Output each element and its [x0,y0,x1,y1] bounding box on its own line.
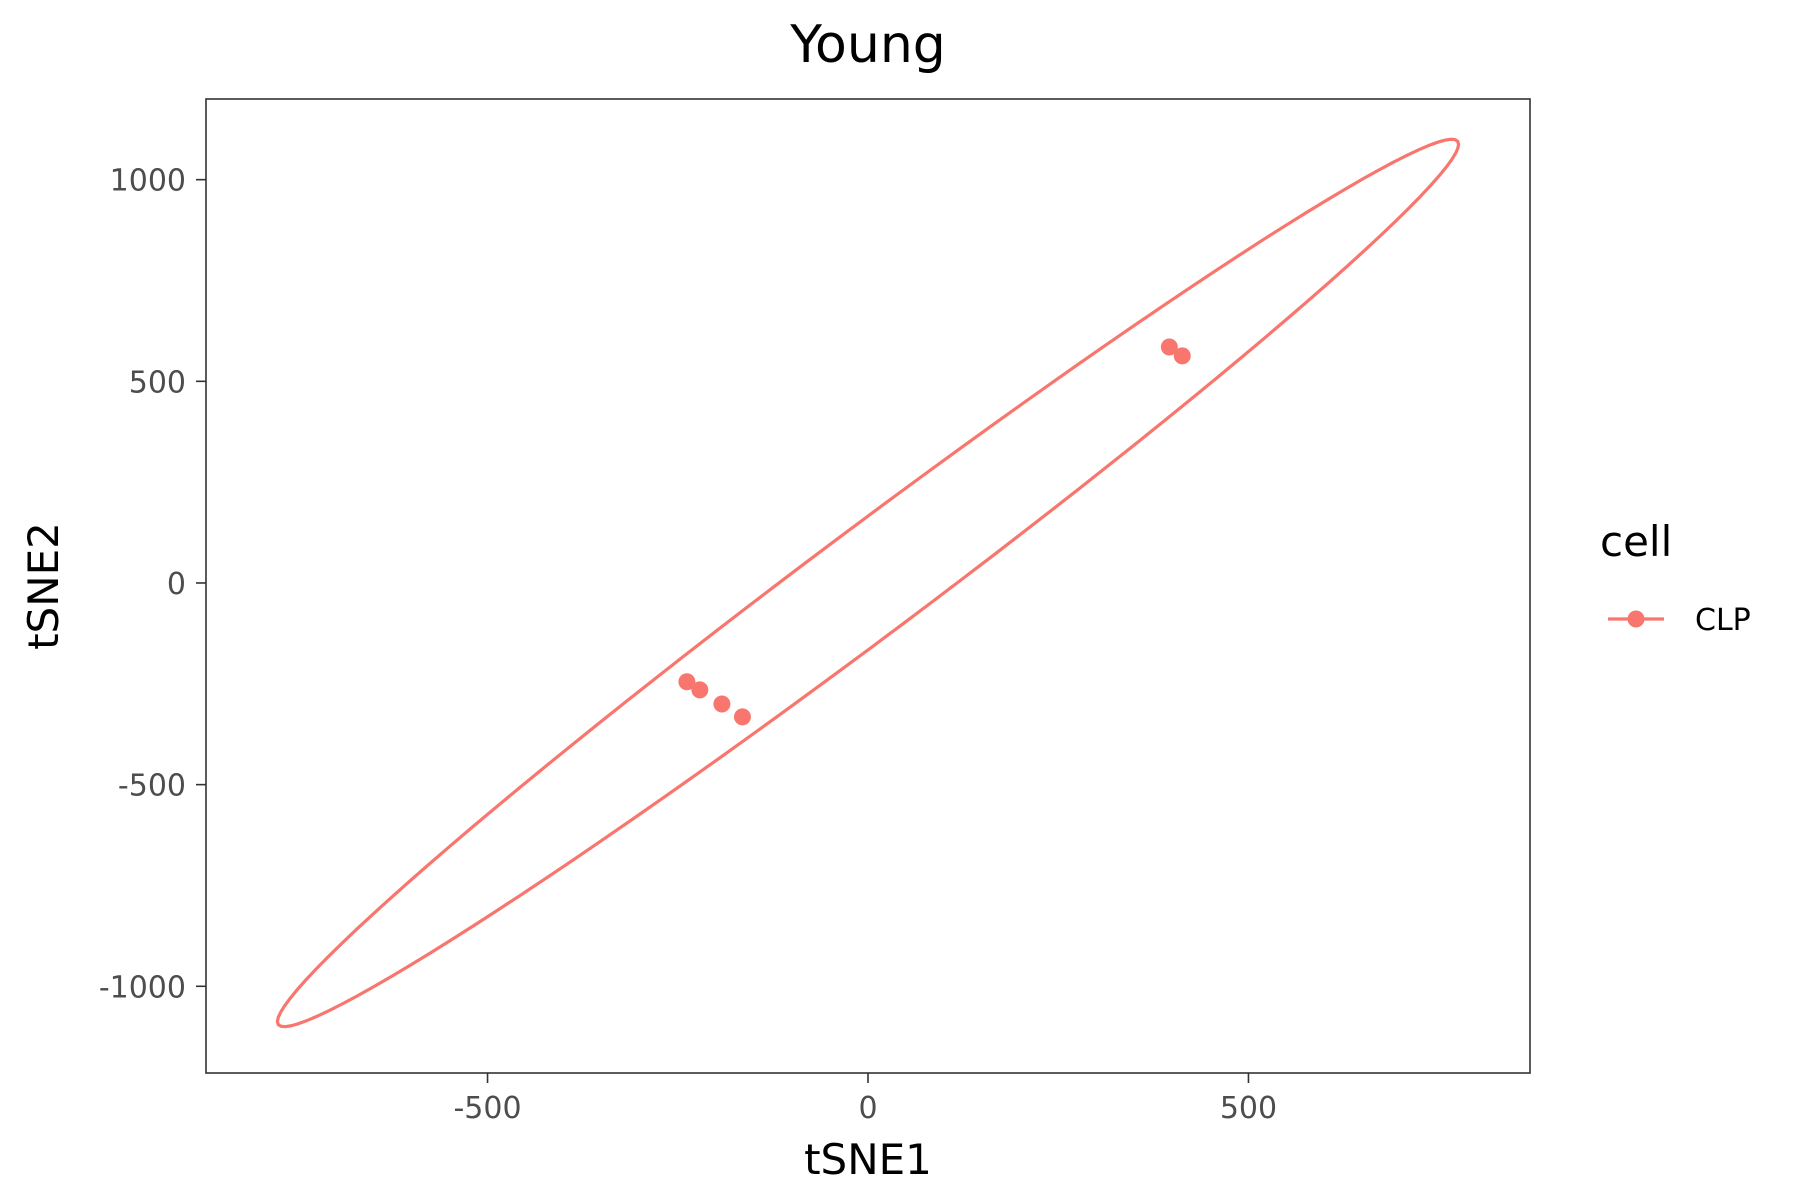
plot-area [275,137,1461,1029]
data-point-clp-6 [1173,347,1191,365]
data-point-clp-3 [713,695,731,713]
x-tick-label: 500 [1220,1091,1277,1126]
data-point-clp-2 [691,681,709,699]
data-point-clp-4 [733,708,751,726]
x-tick-label: 0 [858,1091,877,1126]
chart-title: Young [789,15,946,75]
x-tick-label: -500 [453,1091,521,1126]
legend-title: cell [1600,517,1672,566]
data-point-clp-1 [678,673,696,691]
y-tick-label: -1000 [99,970,186,1005]
y-tick-label: 0 [167,567,186,602]
plot-panel [205,98,1531,1074]
confidence-ellipse-clp [275,137,1461,1029]
legend-label-clp: CLP [1695,603,1751,638]
y-tick-label: -500 [118,769,186,804]
y-axis-title: tSNE2 [19,522,68,650]
legend-key-point [1627,610,1645,628]
legend: cell CLP [1600,517,1751,638]
data-points-layer [678,338,1191,726]
x-axis-title: tSNE1 [804,1135,932,1184]
y-tick-label: 500 [129,365,186,400]
y-axis: 1000 500 0 -500 -1000 [99,164,206,1005]
x-axis: -500 0 500 [453,1073,1277,1126]
data-point-clp-5 [1160,338,1178,356]
y-tick-label: 1000 [110,164,186,199]
